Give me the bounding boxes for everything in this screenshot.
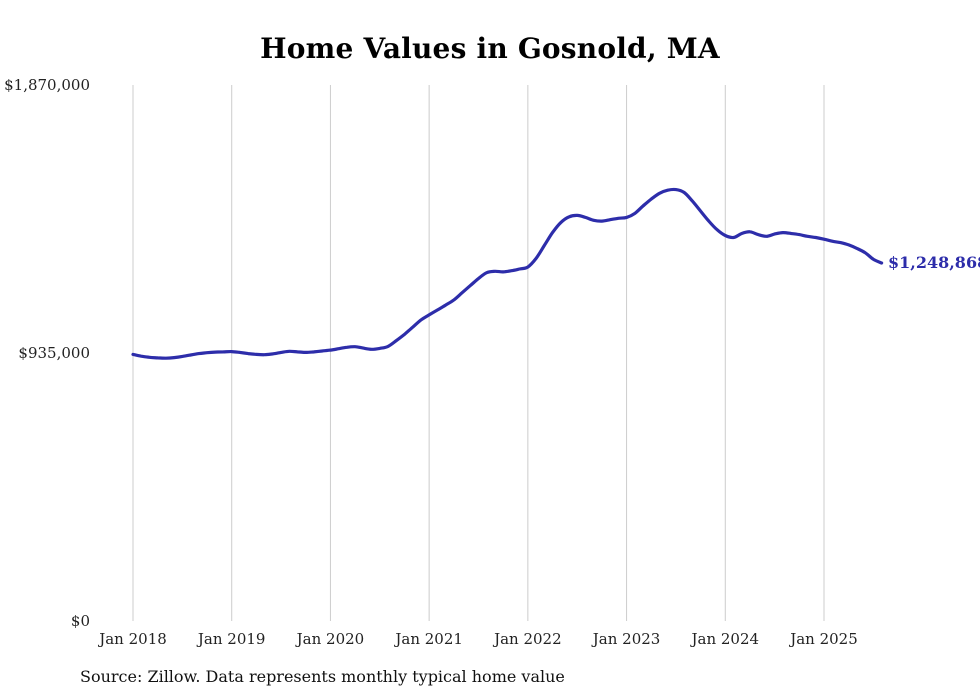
home-value-line bbox=[131, 187, 884, 360]
x-tick-label: Jan 2022 bbox=[494, 630, 562, 648]
x-tick-label: Jan 2024 bbox=[691, 630, 760, 648]
current-value-label: $1,248,868 bbox=[888, 253, 980, 273]
source-note: Source: Zillow. Data represents monthly … bbox=[80, 667, 565, 686]
x-tick-label: Jan 2023 bbox=[592, 630, 661, 648]
x-tick-label: Jan 2018 bbox=[99, 630, 167, 648]
y-tick-label: $0 bbox=[70, 612, 90, 630]
x-tick-label: Jan 2020 bbox=[296, 630, 365, 648]
y-tick-label: $935,000 bbox=[18, 344, 90, 362]
x-tick-label: Jan 2025 bbox=[790, 630, 858, 648]
y-tick-label: $1,870,000 bbox=[4, 76, 90, 94]
chart-title: Home Values in Gosnold, MA bbox=[260, 32, 720, 65]
x-tick-label: Jan 2021 bbox=[395, 630, 463, 648]
x-tick-label: Jan 2019 bbox=[197, 630, 266, 648]
